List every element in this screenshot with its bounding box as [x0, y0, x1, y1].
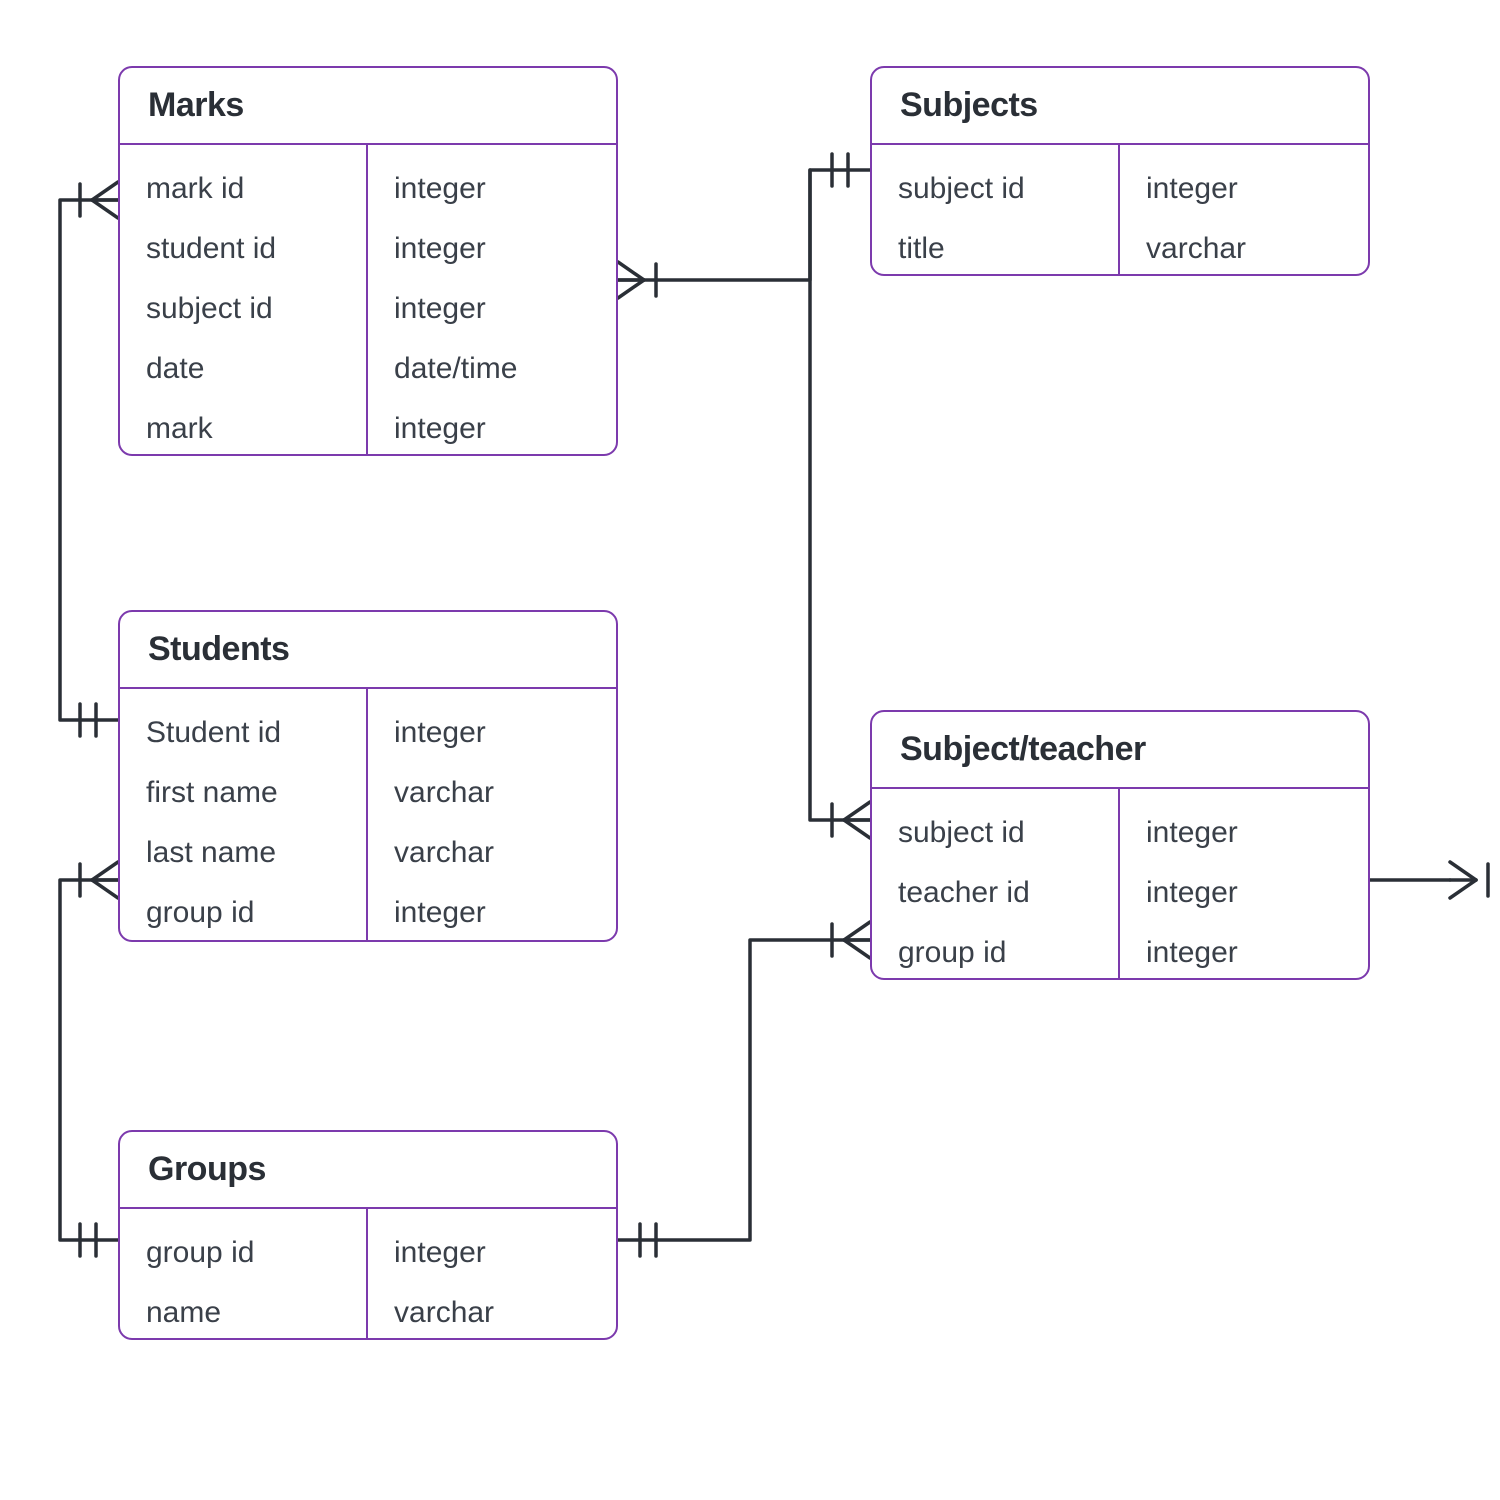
entity-body: Student idfirst namelast namegroup idint… [120, 689, 616, 942]
field-type: integer [394, 883, 590, 942]
field-name: student id [146, 219, 340, 279]
fields-types-column: integervarchar [368, 1209, 616, 1340]
field-type: varchar [394, 823, 590, 883]
fields-names-column: subject idteacher idgroup id [872, 789, 1120, 980]
field-type: integer [1146, 803, 1342, 863]
field-name: first name [146, 763, 340, 823]
fields-types-column: integerintegerintegerdate/timeinteger [368, 145, 616, 456]
field-name: date [146, 339, 340, 399]
field-name: mark [146, 399, 340, 456]
field-name: group id [146, 1223, 340, 1283]
fields-types-column: integervarcharvarcharinteger [368, 689, 616, 942]
entity-subjects: Subjectssubject idtitleintegervarchar [870, 66, 1370, 276]
field-name: group id [898, 923, 1092, 980]
field-type: integer [394, 159, 590, 219]
field-name: name [146, 1283, 340, 1340]
entity-groups: Groupsgroup idnameintegervarchar [118, 1130, 618, 1340]
field-type: varchar [394, 763, 590, 823]
field-name: mark id [146, 159, 340, 219]
fields-names-column: mark idstudent idsubject iddatemark [120, 145, 368, 456]
entity-title: Groups [120, 1132, 616, 1209]
field-type: integer [1146, 863, 1342, 923]
field-type: integer [394, 703, 590, 763]
field-type: integer [394, 279, 590, 339]
field-type: integer [394, 219, 590, 279]
entity-body: group idnameintegervarchar [120, 1209, 616, 1340]
field-type: integer [1146, 159, 1342, 219]
field-name: subject id [146, 279, 340, 339]
fields-names-column: group idname [120, 1209, 368, 1340]
entity-subject_teacher: Subject/teachersubject idteacher idgroup… [870, 710, 1370, 980]
entity-body: subject idtitleintegervarchar [872, 145, 1368, 276]
entity-body: mark idstudent idsubject iddatemarkinteg… [120, 145, 616, 456]
entity-students: StudentsStudent idfirst namelast namegro… [118, 610, 618, 942]
field-type: integer [394, 1223, 590, 1283]
fields-types-column: integerintegerinteger [1120, 789, 1368, 980]
field-type: integer [1146, 923, 1342, 980]
fields-names-column: subject idtitle [872, 145, 1120, 276]
field-name: group id [146, 883, 340, 942]
fields-types-column: integervarchar [1120, 145, 1368, 276]
field-type: integer [394, 399, 590, 456]
field-name: Student id [146, 703, 340, 763]
entity-marks: Marksmark idstudent idsubject iddatemark… [118, 66, 618, 456]
entity-title: Subjects [872, 68, 1368, 145]
field-name: title [898, 219, 1092, 276]
field-name: subject id [898, 803, 1092, 863]
entity-title: Subject/teacher [872, 712, 1368, 789]
fields-names-column: Student idfirst namelast namegroup id [120, 689, 368, 942]
entity-title: Students [120, 612, 616, 689]
entity-body: subject idteacher idgroup idintegerinteg… [872, 789, 1368, 980]
field-name: last name [146, 823, 340, 883]
er-diagram-canvas: Marksmark idstudent idsubject iddatemark… [0, 0, 1500, 1500]
entity-title: Marks [120, 68, 616, 145]
field-type: varchar [394, 1283, 590, 1340]
field-name: teacher id [898, 863, 1092, 923]
field-type: varchar [1146, 219, 1342, 276]
field-name: subject id [898, 159, 1092, 219]
field-type: date/time [394, 339, 590, 399]
